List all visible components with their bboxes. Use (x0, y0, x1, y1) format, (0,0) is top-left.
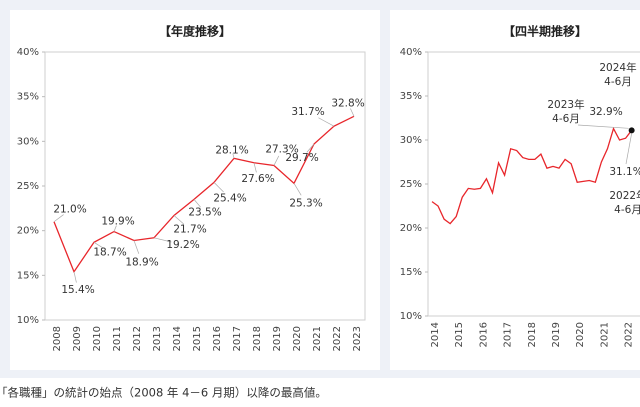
y-tick-label: 25% (400, 179, 422, 190)
x-tick-label: 2008 (52, 326, 63, 351)
data-label: 27.6% (241, 173, 274, 185)
x-tick-label: 2015 (192, 326, 203, 351)
leader-line (350, 108, 355, 117)
x-tick-label: 2020 (292, 326, 303, 351)
data-label: 15.4% (61, 284, 94, 296)
data-label: 21.7% (173, 223, 206, 235)
leader-line (113, 225, 117, 232)
panel-left (10, 10, 380, 370)
annotation: 32.9% (589, 106, 622, 118)
data-label: 29.7% (285, 152, 318, 164)
x-tick-label: 2016 (478, 322, 489, 347)
data-label: 25.4% (213, 192, 246, 204)
y-tick-label: 15% (17, 270, 39, 281)
x-tick-label: 2018 (252, 326, 263, 351)
leader-line (253, 162, 257, 173)
y-tick-label: 25% (17, 181, 39, 192)
data-label: 18.9% (125, 256, 158, 268)
annotation: 4-6月 (604, 76, 632, 88)
marker-point (628, 127, 635, 134)
y-tick-label: 40% (17, 47, 39, 58)
data-label: 19.9% (101, 216, 134, 228)
x-tick-label: 2015 (454, 322, 465, 347)
leader-line (193, 199, 201, 208)
x-tick-label: 2010 (92, 326, 103, 351)
line (431, 126, 633, 225)
annotation: 2024年 (599, 61, 636, 74)
y-tick-label: 35% (400, 91, 422, 102)
leader-line (153, 237, 172, 243)
data-label: 31.7% (291, 106, 324, 118)
leader-line (53, 214, 64, 223)
leader-line (625, 133, 632, 165)
x-tick-label: 2017 (232, 326, 243, 351)
x-tick-label: 2016 (212, 326, 223, 351)
y-tick-label: 20% (17, 226, 39, 237)
x-tick-label: 2014 (172, 326, 183, 351)
panel-right (390, 10, 640, 370)
annotation: 4-6月 (614, 204, 640, 216)
x-tick-label: 2013 (152, 326, 163, 351)
x-tick-label: 2019 (272, 326, 283, 351)
data-label: 19.2% (166, 239, 199, 251)
data-label: 32.8% (331, 97, 364, 109)
y-tick-label: 10% (17, 315, 39, 326)
x-tick-label: 2021 (599, 322, 610, 347)
x-tick-label: 2022 (624, 322, 635, 347)
y-tick-label: 15% (400, 267, 422, 278)
line (53, 115, 355, 274)
y-tick-label: 10% (400, 311, 422, 322)
x-tick-label: 2012 (132, 326, 143, 351)
y-tick-label: 40% (400, 47, 422, 58)
leader-line (293, 183, 302, 196)
annotation: 2022年 (609, 189, 640, 202)
x-tick-label: 2020 (575, 322, 586, 347)
data-label: 18.7% (93, 246, 126, 258)
leader-line (73, 271, 77, 283)
leader-line (93, 241, 104, 249)
data-label: 21.0% (53, 204, 86, 216)
x-tick-label: 2017 (503, 322, 514, 347)
leader-line (173, 215, 184, 225)
leader-line (318, 117, 335, 127)
x-tick-label: 2014 (430, 322, 441, 347)
leader-line (213, 182, 224, 193)
x-tick-label: 2023 (352, 326, 363, 351)
data-label: 28.1% (215, 144, 248, 156)
data-label: 25.3% (289, 197, 322, 209)
leader-line (306, 143, 315, 153)
leader-line (133, 240, 140, 254)
annotation: 31.1% (609, 166, 640, 178)
y-tick-label: 20% (400, 223, 422, 234)
x-tick-label: 2022 (332, 326, 343, 351)
x-tick-label: 2018 (527, 322, 538, 347)
y-tick-label: 30% (400, 135, 422, 146)
x-tick-label: 2011 (112, 326, 123, 351)
data-label: 23.5% (188, 206, 221, 218)
data-label: 27.3% (265, 143, 298, 155)
chart-title: 【年度推移】 (159, 24, 231, 39)
leader-line (577, 124, 629, 129)
annotation: 4-6月 (552, 113, 580, 125)
chart-title: 【四半期推移】 (503, 24, 587, 39)
y-tick-label: 35% (17, 92, 39, 103)
y-tick-label: 30% (17, 136, 39, 147)
leader-line (232, 153, 235, 159)
leader-line (273, 155, 280, 166)
x-tick-label: 2021 (312, 326, 323, 351)
annotation: 2023年 (547, 98, 584, 111)
footnote: 「各職種」の統計の始点（2008 年 4－6 月期）以降の最高値。 (0, 386, 327, 400)
x-tick-label: 2019 (551, 322, 562, 347)
x-tick-label: 2009 (72, 326, 83, 351)
